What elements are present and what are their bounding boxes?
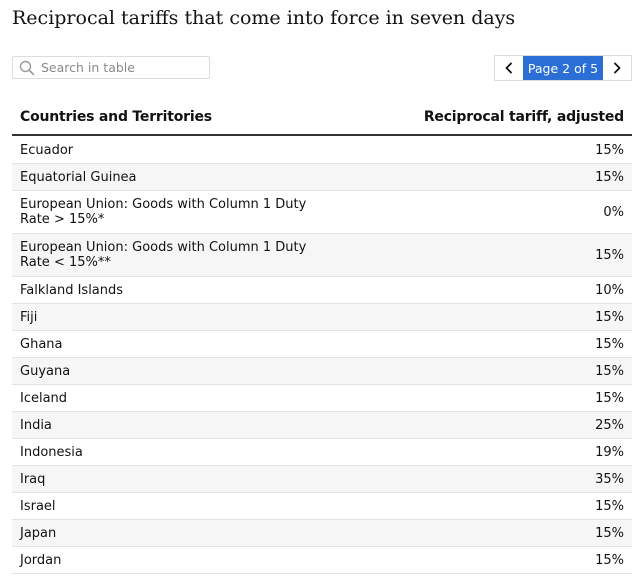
tariff-cell: 15% [595, 498, 624, 514]
tariff-cell: 15% [595, 552, 624, 568]
table-row: Fiji 15% [12, 304, 632, 331]
previous-page-button[interactable] [495, 56, 523, 80]
table-row: Ghana 15% [12, 331, 632, 358]
table-row: Ecuador 15% [12, 137, 632, 164]
country-cell: Equatorial Guinea [20, 169, 137, 185]
tariff-cell: 15% [595, 363, 624, 379]
page-title: Reciprocal tariffs that come into force … [12, 7, 516, 29]
tariff-cell: 15% [595, 309, 624, 325]
table-row: India 25% [12, 412, 632, 439]
pagination: Page 2 of 5 [494, 55, 632, 81]
table-row: Jordan 15% [12, 547, 632, 574]
search-icon [18, 59, 36, 77]
page-indicator: Page 2 of 5 [523, 56, 603, 80]
country-cell: European Union: Goods with Column 1 Duty… [20, 240, 307, 270]
country-cell: Guyana [20, 363, 71, 379]
table-row: Iceland 15% [12, 385, 632, 412]
chevron-left-icon [504, 59, 514, 78]
tariff-cell: 19% [595, 444, 624, 460]
country-cell: Ecuador [20, 142, 74, 158]
country-cell: Israel [20, 498, 56, 514]
table-row: Falkland Islands 10% [12, 277, 632, 304]
next-page-button[interactable] [603, 56, 631, 80]
table-row: Guyana 15% [12, 358, 632, 385]
tariff-cell: 15% [595, 336, 624, 352]
country-cell: Jordan [20, 552, 62, 568]
table-row: Iraq 35% [12, 466, 632, 493]
tariff-cell: 15% [595, 169, 624, 185]
country-cell: Iraq [20, 471, 46, 487]
tariff-cell: 15% [595, 525, 624, 541]
tariff-cell: 35% [595, 471, 624, 487]
country-cell: Japan [20, 525, 57, 541]
table-header: Countries and Territories Reciprocal tar… [12, 106, 632, 136]
tariff-cell: 10% [595, 282, 624, 298]
country-cell: Fiji [20, 309, 38, 325]
table-row: European Union: Goods with Column 1 Duty… [12, 191, 632, 234]
tariff-cell: 15% [595, 390, 624, 406]
table-row: European Union: Goods with Column 1 Duty… [12, 234, 632, 277]
country-cell: Iceland [20, 390, 68, 406]
table-row: Indonesia 19% [12, 439, 632, 466]
tariff-cell: 15% [595, 142, 624, 158]
country-cell: India [20, 417, 52, 433]
country-cell: Ghana [20, 336, 63, 352]
tariff-cell: 0% [603, 204, 624, 220]
table-row: Equatorial Guinea 15% [12, 164, 632, 191]
search-input[interactable] [41, 60, 201, 75]
table-row: Japan 15% [12, 520, 632, 547]
column-header-country[interactable]: Countries and Territories [20, 109, 212, 125]
tariff-cell: 25% [595, 417, 624, 433]
chevron-right-icon [612, 59, 622, 78]
tariff-cell: 15% [595, 247, 624, 263]
column-header-tariff[interactable]: Reciprocal tariff, adjusted [423, 109, 624, 125]
search-box[interactable] [12, 56, 210, 79]
table-row: Israel 15% [12, 493, 632, 520]
country-cell: Falkland Islands [20, 282, 124, 298]
country-cell: Indonesia [20, 444, 83, 460]
table-body: Ecuador 15% Equatorial Guinea 15% Europe… [12, 137, 632, 574]
country-cell: European Union: Goods with Column 1 Duty… [20, 197, 307, 227]
